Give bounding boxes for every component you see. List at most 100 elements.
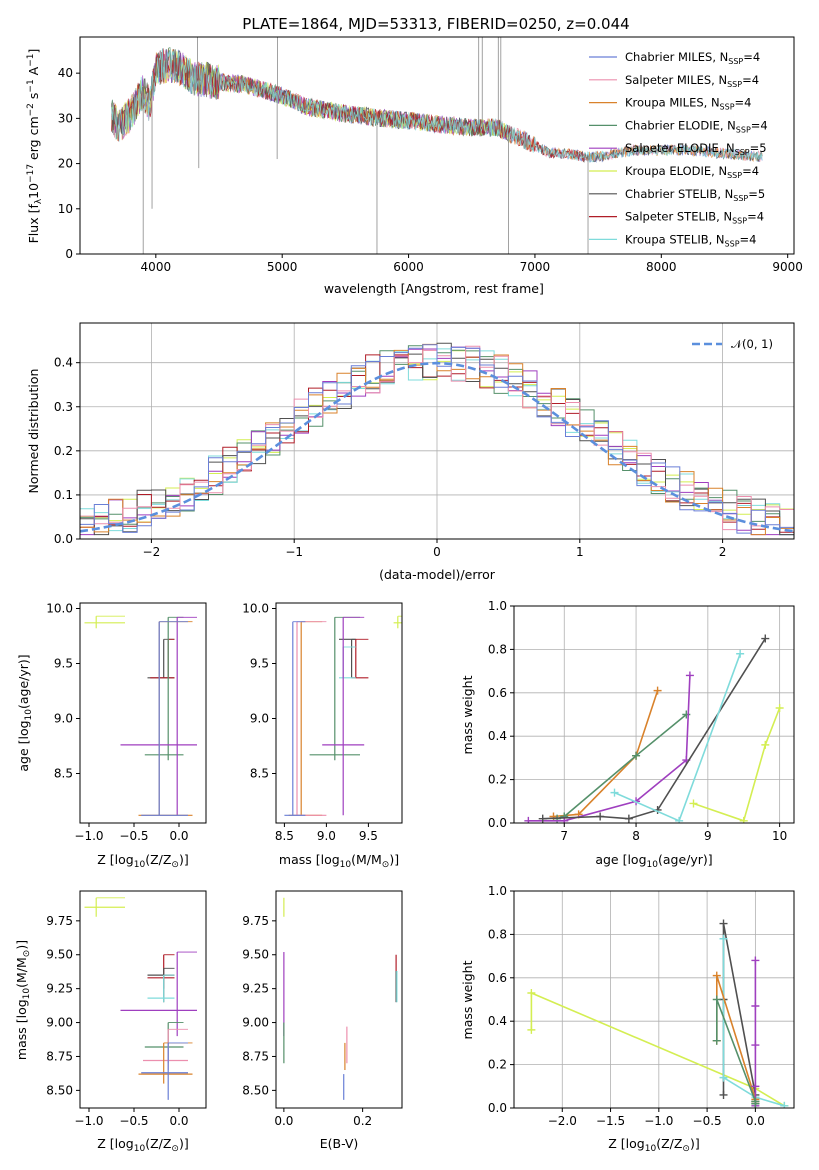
weight-vs-metallicity-panel: −2.0 −1.5 −1.0 −0.5 0.0 0.0 0.2 0.4 0.6 0.8 1.0 Z [… bbox=[460, 884, 795, 1154]
spectrum-plot-area bbox=[111, 37, 763, 254]
x-tick-label: −0.5 bbox=[119, 829, 148, 843]
spectrum-series-line bbox=[111, 48, 763, 163]
spectrum-legend: Chabrier MILES, NSSP=4 Salpeter MILES, NS… bbox=[589, 50, 768, 248]
weight-marker bbox=[761, 634, 770, 643]
x-tick-label: 5000 bbox=[267, 260, 298, 274]
legend-entry: 𝒩(0, 1) bbox=[731, 337, 773, 351]
x-tick-label: 0.0 bbox=[169, 1114, 188, 1128]
y-tick-label: 9.75 bbox=[242, 914, 269, 928]
y-tick-label: 0 bbox=[65, 247, 73, 261]
weight-marker bbox=[751, 1002, 760, 1011]
y-tick-label: 0.6 bbox=[488, 971, 507, 985]
errorbar-plot-area bbox=[84, 615, 197, 816]
x-axis-label: mass [log10(M/M⊙)] bbox=[279, 852, 399, 870]
weight-marker bbox=[538, 814, 547, 823]
spectrum-panel: 4000 5000 6000 7000 8000 9000 0 10 20 30 40 Chabrie… bbox=[26, 36, 803, 296]
y-tick-label: 0.8 bbox=[488, 642, 507, 656]
errorbar-plot-area bbox=[284, 615, 402, 816]
x-axis-label: wavelength [Angstrom, rest frame] bbox=[324, 281, 544, 296]
weight-marker bbox=[527, 988, 536, 997]
y-tick-label: 9.5 bbox=[250, 657, 269, 671]
axes-frame bbox=[79, 890, 207, 1109]
x-axis-label: (data-model)/error bbox=[379, 567, 496, 582]
y-tick-label: 0.0 bbox=[54, 532, 73, 546]
y-tick-label: 9.5 bbox=[54, 657, 73, 671]
y-tick-label: 0.2 bbox=[488, 773, 507, 787]
x-tick-label: 0.0 bbox=[274, 1114, 293, 1128]
x-axis-label: age [log10(age/yr)] bbox=[595, 852, 712, 870]
x-tick-label: 9.0 bbox=[317, 829, 336, 843]
y-tick-label: 9.00 bbox=[46, 1016, 73, 1030]
y-tick-label: 30 bbox=[58, 111, 73, 125]
weight-marker bbox=[712, 971, 721, 980]
y-tick-label: 9.00 bbox=[242, 1016, 269, 1030]
age-vs-mass-panel: 8.5 9.0 9.5 8.5 9.0 9.5 10.0 mass [log10(M/M⊙)] bbox=[242, 602, 403, 870]
y-axis-label: Flux [fλ10−17 erg cm−2 s−1 A−1] bbox=[26, 49, 44, 244]
y-tick-label: 9.75 bbox=[46, 914, 73, 928]
axes-frame bbox=[275, 602, 403, 824]
y-tick-label: 0.8 bbox=[488, 927, 507, 941]
x-tick-label: −1.5 bbox=[596, 1114, 625, 1128]
x-tick-label: 9 bbox=[704, 829, 712, 843]
y-axis-label: mass weight bbox=[460, 675, 475, 754]
x-axis-label: Z [log10(Z/Z⊙)] bbox=[97, 852, 188, 870]
weight-marker bbox=[596, 812, 605, 821]
y-tick-label: 0.4 bbox=[488, 1014, 507, 1028]
axes-frame bbox=[513, 605, 795, 824]
histogram-series-step bbox=[80, 344, 794, 534]
weight-marker bbox=[624, 814, 633, 823]
x-tick-label: 4000 bbox=[141, 260, 172, 274]
y-axis-label: Normed distribution bbox=[26, 369, 41, 494]
x-tick-label: −0.5 bbox=[119, 1114, 148, 1128]
x-tick-label: −0.5 bbox=[693, 1114, 722, 1128]
x-tick-label: 9000 bbox=[772, 260, 803, 274]
y-tick-label: 40 bbox=[58, 66, 73, 80]
axes-frame bbox=[79, 602, 207, 824]
weight-series-line bbox=[530, 991, 785, 1107]
x-tick-label: 6000 bbox=[393, 260, 424, 274]
weight-series-line bbox=[722, 938, 785, 1107]
x-tick-label: 0.2 bbox=[353, 1114, 372, 1128]
x-axis-label: Z [log10(Z/Z⊙)] bbox=[97, 1136, 188, 1154]
y-tick-label: 8.75 bbox=[242, 1049, 269, 1063]
weight-series-line bbox=[693, 707, 781, 822]
y-tick-label: 8.5 bbox=[250, 767, 269, 781]
y-tick-label: 8.5 bbox=[54, 767, 73, 781]
x-tick-label: 0 bbox=[433, 545, 441, 559]
weight-marker bbox=[653, 686, 662, 695]
x-tick-label: 2 bbox=[719, 545, 727, 559]
weight-series-line bbox=[528, 675, 691, 822]
y-axis-label: mass weight bbox=[460, 960, 475, 1039]
y-tick-label: 9.50 bbox=[46, 948, 73, 962]
weight-marker bbox=[527, 1025, 536, 1034]
x-tick-label: 9.5 bbox=[359, 829, 378, 843]
figure-title: PLATE=1864, MJD=53313, FIBERID=0250, z=0… bbox=[242, 15, 629, 33]
weight-marker bbox=[524, 816, 533, 823]
weight-marker bbox=[632, 751, 641, 760]
weight-series-line bbox=[556, 713, 687, 820]
legend-entry: Chabrier STELIB, NSSP=5 bbox=[625, 187, 765, 203]
weight-series-line bbox=[542, 638, 766, 820]
mass-vs-extinction-panel: 0.0 0.2 8.50 8.75 9.00 9.25 9.50 9.75 E(B-V) bbox=[242, 890, 403, 1151]
x-tick-label: 0.0 bbox=[746, 1114, 765, 1128]
x-tick-label: 7 bbox=[560, 829, 568, 843]
y-tick-label: 0.6 bbox=[488, 686, 507, 700]
y-tick-label: 8.75 bbox=[46, 1049, 73, 1063]
weight-marker bbox=[719, 1090, 728, 1099]
axes-frame bbox=[79, 36, 795, 255]
y-tick-label: 9.0 bbox=[54, 712, 73, 726]
weight-vs-age-panel: 7 8 9 10 0.0 0.2 0.4 0.6 0.8 1.0 age [log10(age/yr… bbox=[460, 599, 795, 870]
y-tick-label: 10.0 bbox=[242, 602, 269, 616]
weight-series-line bbox=[553, 690, 659, 818]
weight-marker bbox=[712, 1036, 721, 1045]
x-axis-label: E(B-V) bbox=[320, 1136, 359, 1151]
weight-marker bbox=[761, 740, 770, 749]
weight-marker bbox=[675, 816, 684, 823]
weight-marker bbox=[775, 703, 784, 712]
axes-frame bbox=[513, 890, 795, 1109]
weight-series-line bbox=[715, 999, 757, 1104]
x-tick-label: −2 bbox=[143, 545, 161, 559]
weight-series-line bbox=[614, 653, 741, 822]
histogram-plot-area bbox=[80, 342, 794, 536]
